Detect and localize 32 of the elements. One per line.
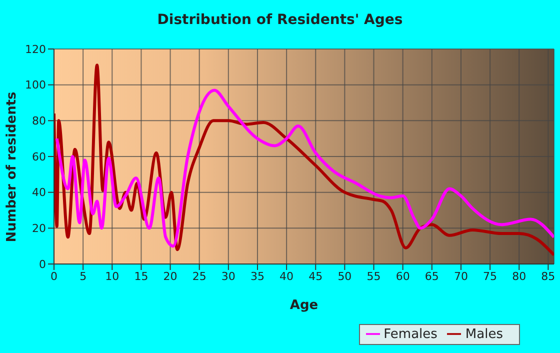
- x-tick-label: 45: [308, 270, 323, 283]
- x-tick-label: 0: [50, 270, 58, 283]
- y-axis-title: Number of residents: [4, 92, 20, 242]
- y-tick-label: 100: [25, 78, 46, 92]
- line-series: [54, 64, 554, 257]
- x-axis-title: Age: [288, 298, 320, 313]
- x-tick-label: 15: [134, 270, 148, 283]
- y-tick-label: 20: [32, 222, 46, 236]
- y-tick-label: 80: [32, 114, 46, 128]
- x-tick-label: 25: [192, 270, 206, 283]
- x-tick-label: 65: [424, 270, 439, 283]
- legend-label: Females: [384, 327, 438, 342]
- y-tick-label: 40: [32, 186, 46, 200]
- y-tick-label: 120: [25, 42, 46, 56]
- x-tick-label: 30: [221, 270, 236, 283]
- chart-title: Distribution of Residents' Ages: [156, 12, 404, 28]
- y-tick-label: 60: [32, 150, 46, 164]
- x-tick-label: 20: [163, 270, 178, 283]
- x-tick-label: 85: [541, 270, 556, 283]
- y-tick-label: 0: [39, 258, 46, 271]
- x-tick-label: 70: [454, 270, 468, 283]
- x-tick-label: 75: [483, 270, 498, 283]
- x-tick-label: 80: [512, 270, 526, 283]
- line-series: [55, 88, 554, 248]
- x-tick-label: 5: [80, 270, 87, 283]
- x-tick-label: 60: [396, 270, 410, 283]
- x-tick-label: 55: [366, 270, 381, 283]
- x-tick-label: 50: [338, 270, 352, 283]
- x-tick-label: 40: [280, 270, 294, 283]
- x-tick-label: 10: [105, 270, 120, 283]
- legend-label: Males: [465, 327, 503, 342]
- x-tick-label: 35: [250, 270, 264, 283]
